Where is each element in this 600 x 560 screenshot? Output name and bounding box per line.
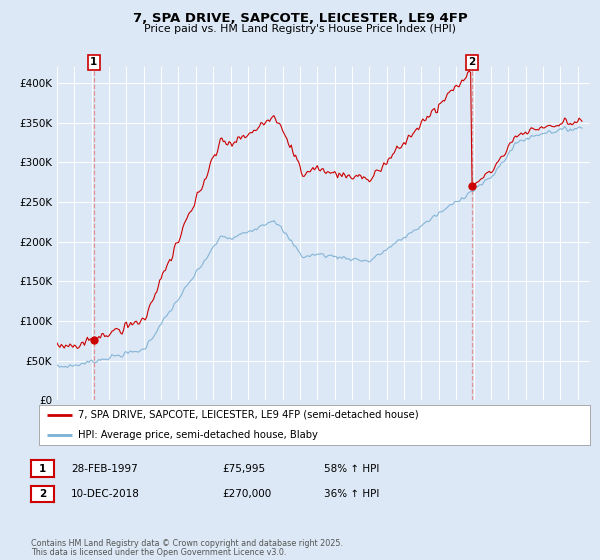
Text: This data is licensed under the Open Government Licence v3.0.: This data is licensed under the Open Gov… (31, 548, 287, 557)
Text: Price paid vs. HM Land Registry's House Price Index (HPI): Price paid vs. HM Land Registry's House … (144, 24, 456, 34)
Text: HPI: Average price, semi-detached house, Blaby: HPI: Average price, semi-detached house,… (77, 430, 317, 440)
Text: 36% ↑ HPI: 36% ↑ HPI (324, 489, 379, 499)
Text: 1: 1 (90, 57, 97, 67)
Text: 2: 2 (39, 489, 46, 499)
Text: Contains HM Land Registry data © Crown copyright and database right 2025.: Contains HM Land Registry data © Crown c… (31, 539, 343, 548)
Text: £270,000: £270,000 (222, 489, 271, 499)
Text: 7, SPA DRIVE, SAPCOTE, LEICESTER, LE9 4FP (semi-detached house): 7, SPA DRIVE, SAPCOTE, LEICESTER, LE9 4F… (77, 410, 418, 420)
Text: 10-DEC-2018: 10-DEC-2018 (71, 489, 140, 499)
Text: £75,995: £75,995 (222, 464, 265, 474)
Text: 28-FEB-1997: 28-FEB-1997 (71, 464, 137, 474)
Text: 2: 2 (469, 57, 476, 67)
Text: 58% ↑ HPI: 58% ↑ HPI (324, 464, 379, 474)
Text: 7, SPA DRIVE, SAPCOTE, LEICESTER, LE9 4FP: 7, SPA DRIVE, SAPCOTE, LEICESTER, LE9 4F… (133, 12, 467, 25)
Text: 1: 1 (39, 464, 46, 474)
